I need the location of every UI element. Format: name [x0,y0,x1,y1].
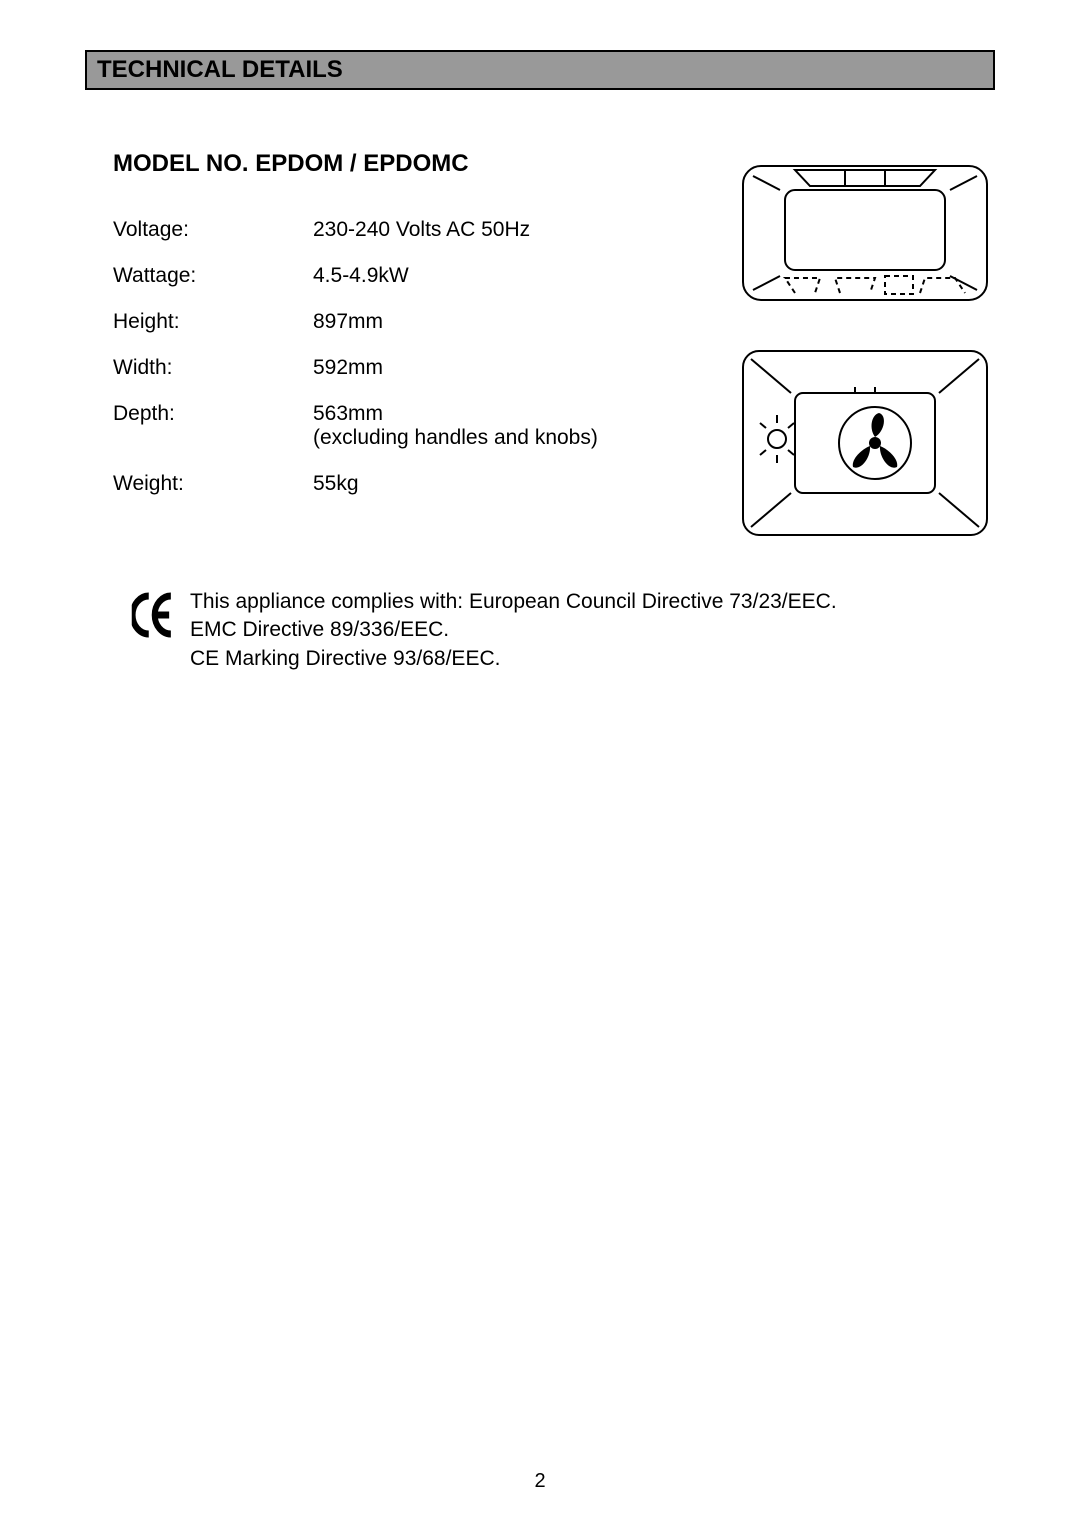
ce-mark-icon [132,592,175,646]
diagrams-column [735,158,995,548]
section-header: TECHNICAL DETAILS [85,50,995,90]
spec-value: 4.5-4.9kW [313,264,735,288]
ce-text: This appliance complies with: European C… [190,588,837,673]
spec-label: Voltage: [113,218,313,242]
page-number: 2 [0,1470,1080,1493]
ce-compliance-block: This appliance complies with: European C… [113,588,995,673]
content-area: MODEL NO. EPDOM / EPDOMC Voltage: 230-24… [85,150,995,673]
spec-value: 563mm (excluding handles and knobs) [313,402,735,450]
oven-top-diagram [735,158,995,313]
spec-row: Weight: 55kg [113,472,735,496]
ce-line: EMC Directive 89/336/EEC. [190,616,837,644]
section-header-text: TECHNICAL DETAILS [97,56,343,83]
spec-row: Width: 592mm [113,356,735,380]
spec-label: Wattage: [113,264,313,288]
spec-value: 55kg [313,472,735,496]
spec-row: Wattage: 4.5-4.9kW [113,264,735,288]
spec-label: Width: [113,356,313,380]
spec-row: Voltage: 230-240 Volts AC 50Hz [113,218,735,242]
spec-value: 592mm [313,356,735,380]
specs-area: Voltage: 230-240 Volts AC 50Hz Wattage: … [113,218,995,548]
oven-front-diagram [735,343,995,548]
spec-value: 230-240 Volts AC 50Hz [313,218,735,242]
specs-table: Voltage: 230-240 Volts AC 50Hz Wattage: … [113,218,735,518]
spec-row: Height: 897mm [113,310,735,334]
spec-value: 897mm [313,310,735,334]
spec-label: Height: [113,310,313,334]
spec-label: Depth: [113,402,313,450]
ce-line: CE Marking Directive 93/68/EEC. [190,645,837,673]
spec-label: Weight: [113,472,313,496]
ce-line: This appliance complies with: European C… [190,588,837,616]
spec-row: Depth: 563mm (excluding handles and knob… [113,402,735,450]
